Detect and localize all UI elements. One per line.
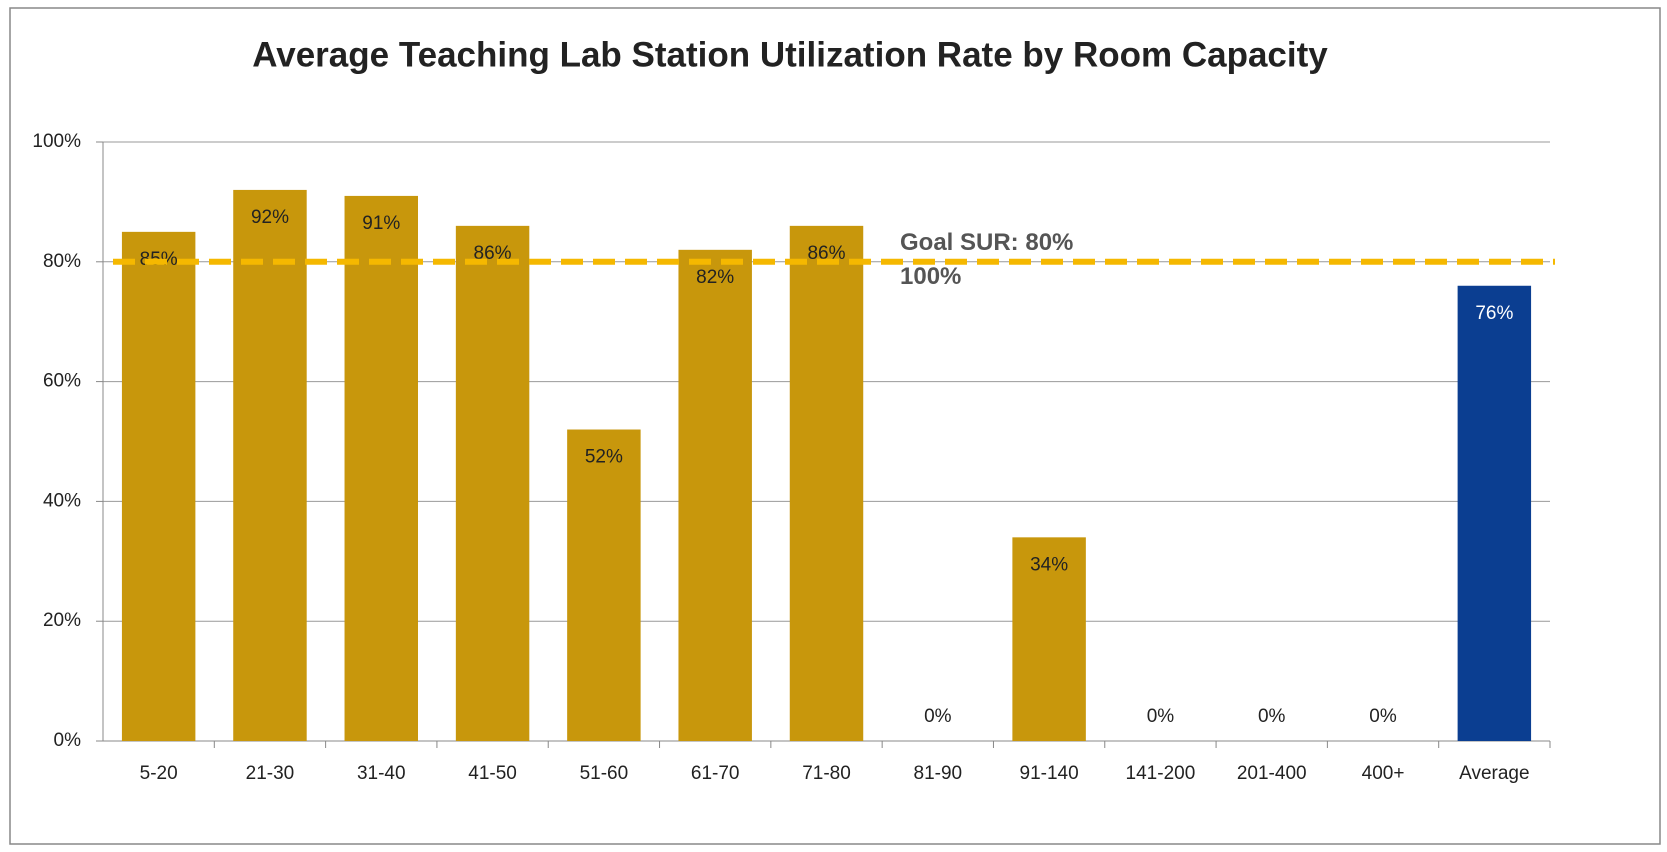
x-tick-label: 31-40: [357, 763, 406, 784]
y-tick-label: 100%: [32, 131, 81, 152]
value-label: 76%: [1475, 303, 1513, 324]
chart-title: Average Teaching Lab Station Utilization…: [252, 35, 1328, 74]
x-tick-label: 91-140: [1020, 763, 1079, 784]
bar: [678, 249, 752, 741]
bar: [233, 189, 307, 742]
value-label: 0%: [1147, 706, 1175, 727]
y-tick-label: 80%: [43, 251, 81, 272]
value-label: 0%: [924, 706, 952, 727]
x-tick-label: 400+: [1362, 763, 1405, 784]
x-tick-label: 201-400: [1237, 763, 1307, 784]
bar: [344, 195, 419, 741]
goal-label: Goal SUR: 80%: [900, 229, 1073, 256]
x-tick-label: Average: [1459, 763, 1529, 784]
value-label: 82%: [696, 267, 734, 288]
bar: [789, 225, 864, 742]
x-tick-label: 41-50: [468, 763, 517, 784]
value-label: 92%: [251, 207, 289, 228]
y-tick-label: 60%: [43, 371, 81, 392]
bar: [567, 429, 641, 741]
value-label: 0%: [1369, 706, 1397, 727]
value-label: 91%: [362, 213, 400, 234]
bar: [1012, 537, 1086, 741]
value-label: 52%: [585, 447, 623, 468]
x-tick-label: 61-70: [691, 763, 740, 784]
value-label: 86%: [474, 243, 512, 264]
value-label: 0%: [1258, 706, 1286, 727]
x-tick-label: 51-60: [580, 763, 629, 784]
x-tick-label: 5-20: [140, 763, 178, 784]
x-tick-label: 81-90: [914, 763, 963, 784]
y-tick-label: 0%: [54, 730, 82, 751]
y-tick-label: 20%: [43, 610, 81, 631]
x-tick-label: 71-80: [802, 763, 851, 784]
x-tick-label: 21-30: [246, 763, 295, 784]
x-tick-label: 141-200: [1126, 763, 1196, 784]
y-tick-label: 40%: [43, 490, 81, 511]
goal-label: 100%: [900, 263, 961, 290]
bar: [455, 225, 530, 742]
value-label: 34%: [1030, 554, 1068, 575]
bar: [1457, 285, 1532, 741]
value-label: 86%: [807, 243, 845, 264]
bar: [121, 231, 196, 741]
